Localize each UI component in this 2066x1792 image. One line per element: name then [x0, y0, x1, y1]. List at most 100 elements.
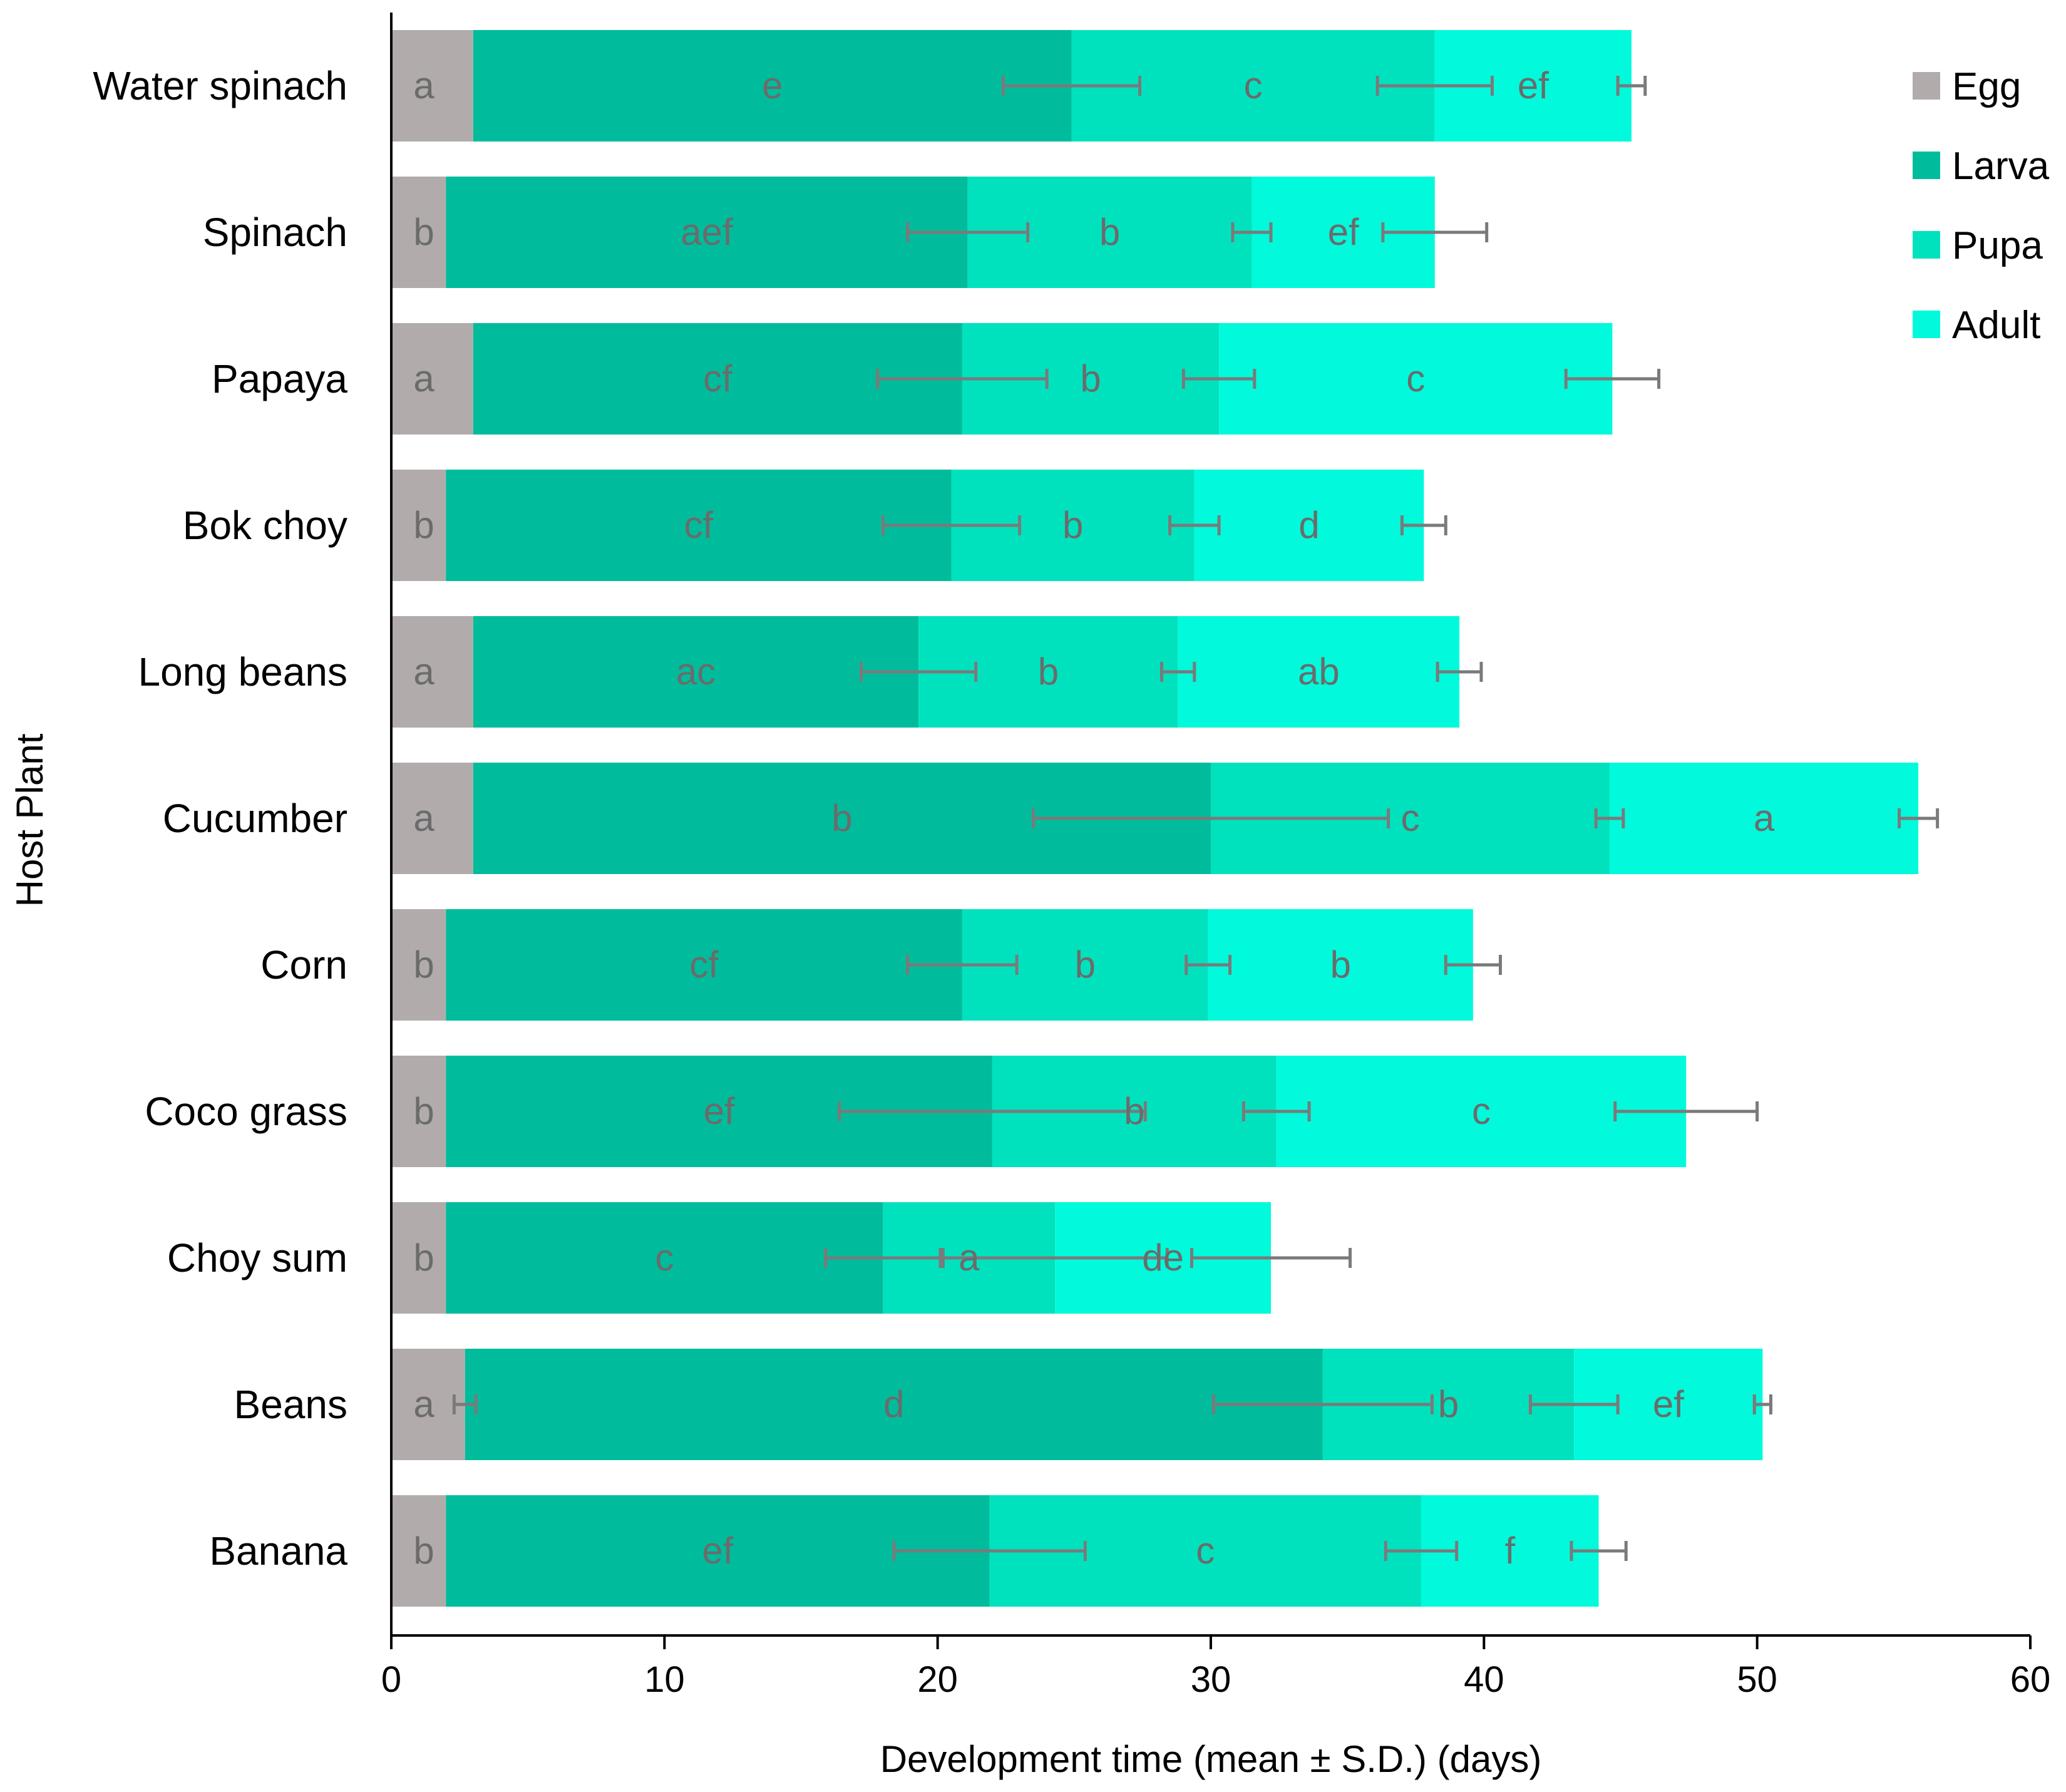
category-label-beans: Beans: [234, 1382, 347, 1427]
bars-layer: [391, 30, 1919, 1607]
letter-corn-adult: b: [1330, 944, 1351, 986]
letter-choy-sum-larva: c: [655, 1237, 674, 1279]
error-bar-beans-larva: [1211, 1394, 1434, 1414]
letter-corn-egg: b: [413, 944, 434, 986]
error-bar-coco-grass-pupa: [1241, 1101, 1311, 1121]
error-bar-corn-pupa: [1185, 955, 1232, 975]
category-label-water-spinach: Water spinach: [93, 63, 347, 108]
bar-long-beans-larva: [473, 616, 919, 728]
bar-spinach-larva: [446, 177, 968, 288]
letter-long-beans-larva: ac: [676, 651, 716, 693]
error-bar-water-spinach-larva: [1001, 76, 1142, 96]
error-bar-long-beans-larva: [859, 662, 978, 682]
letter-papaya-larva: cf: [703, 358, 732, 399]
letter-bok-choy-adult: d: [1298, 504, 1319, 546]
error-bar-bok-choy-pupa: [1168, 515, 1221, 535]
letter-spinach-adult: ef: [1328, 211, 1359, 253]
letter-long-beans-adult: ab: [1298, 651, 1340, 693]
error-bar-corn-larva: [906, 955, 1019, 975]
error-bar-banana-pupa: [1384, 1541, 1459, 1561]
letter-corn-larva: cf: [689, 944, 719, 986]
bar-bok-choy-larva: [446, 470, 952, 581]
error-bar-cucumber-pupa: [1594, 808, 1625, 828]
letter-bok-choy-larva: cf: [684, 504, 714, 546]
letter-water-spinach-egg: a: [413, 64, 434, 106]
x-tick-label-40: 40: [1464, 1659, 1504, 1700]
letter-long-beans-egg: a: [413, 651, 434, 693]
letter-banana-adult: f: [1504, 1530, 1515, 1572]
x-tick-label-50: 50: [1737, 1659, 1777, 1700]
bar-coco-grass-egg: [391, 1056, 446, 1167]
letter-bok-choy-pupa: b: [1062, 504, 1083, 546]
error-bar-cucumber-larva: [1031, 808, 1390, 828]
letter-beans-adult: ef: [1653, 1383, 1684, 1425]
category-label-papaya: Papaya: [212, 356, 347, 401]
y-axis-title: Host Plant: [9, 733, 51, 907]
significance-letters-layer: a e c efb aef b efa cf b cb cf b da ac b aba b c ab cf b bb ef…: [413, 64, 1775, 1572]
letter-long-beans-pupa: b: [1038, 651, 1059, 693]
error-bar-bok-choy-adult: [1400, 515, 1447, 535]
letter-choy-sum-pupa: a: [958, 1237, 980, 1279]
axes-layer: 0 10 20 30 40 50 60: [381, 13, 2050, 1700]
category-label-long-beans: Long beans: [138, 649, 347, 694]
x-tick-label-20: 20: [917, 1659, 958, 1700]
category-labels-layer: Water spinach Spinach Papaya Bok choy Long b…: [93, 63, 347, 1573]
x-tick-label-60: 60: [2010, 1659, 2051, 1700]
letter-coco-grass-egg: b: [413, 1090, 434, 1132]
letter-coco-grass-adult: c: [1472, 1090, 1491, 1132]
letter-water-spinach-adult: ef: [1518, 64, 1549, 106]
letter-spinach-larva: aef: [681, 211, 733, 253]
letter-spinach-pupa: b: [1099, 211, 1120, 253]
bar-bok-choy-egg: [391, 470, 446, 581]
letter-papaya-egg: a: [413, 358, 434, 399]
error-bar-spinach-pupa: [1231, 222, 1273, 242]
x-axis-title: Development time (mean ± S.D.) (days): [880, 1738, 1542, 1780]
bar-spinach-egg: [391, 177, 446, 288]
legend: Egg Larva Pupa Adult: [1913, 65, 2050, 347]
error-bar-coco-grass-adult: [1613, 1101, 1759, 1121]
legend-label-egg: Egg: [1952, 65, 2021, 108]
bar-long-beans-egg: [391, 616, 473, 728]
error-bar-choy-sum-larva: [824, 1248, 942, 1268]
legend-swatch-adult: [1913, 311, 1940, 338]
letter-banana-pupa: c: [1196, 1530, 1215, 1572]
x-tick-label-30: 30: [1191, 1659, 1231, 1700]
letter-corn-pupa: b: [1075, 944, 1096, 986]
letter-spinach-egg: b: [413, 211, 434, 253]
bar-banana-egg: [391, 1495, 446, 1607]
letter-coco-grass-larva: ef: [704, 1090, 735, 1132]
error-bar-bok-choy-larva: [881, 515, 1022, 535]
letter-banana-egg: b: [413, 1530, 434, 1572]
letter-water-spinach-pupa: c: [1244, 64, 1263, 106]
error-bar-beans-egg: [452, 1394, 478, 1414]
letter-water-spinach-larva: e: [762, 64, 783, 106]
error-bar-spinach-larva: [906, 222, 1030, 242]
category-label-bok-choy: Bok choy: [183, 503, 347, 548]
error-bar-spinach-adult: [1381, 222, 1489, 242]
letter-papaya-adult: c: [1406, 358, 1425, 399]
letter-choy-sum-egg: b: [413, 1237, 434, 1279]
letter-beans-egg: a: [413, 1383, 434, 1425]
error-bar-choy-sum-pupa: [941, 1248, 1169, 1268]
category-label-coco-grass: Coco grass: [145, 1089, 347, 1134]
letter-coco-grass-pupa: b: [1124, 1090, 1144, 1132]
error-bar-water-spinach-pupa: [1375, 76, 1494, 96]
bar-choy-sum-egg: [391, 1202, 446, 1314]
bar-cucumber-egg: [391, 763, 473, 874]
category-label-choy-sum: Choy sum: [167, 1235, 347, 1280]
category-label-spinach: Spinach: [203, 210, 347, 255]
error-bar-long-beans-pupa: [1159, 662, 1196, 682]
x-tick-label-10: 10: [644, 1659, 685, 1700]
letter-cucumber-adult: a: [1754, 797, 1775, 839]
letter-bok-choy-egg: b: [413, 504, 434, 546]
category-label-corn: Corn: [260, 942, 347, 987]
letter-choy-sum-adult: de: [1142, 1237, 1184, 1279]
error-bar-corn-adult: [1444, 955, 1503, 975]
bar-water-spinach-egg: [391, 30, 473, 142]
error-bar-long-beans-adult: [1436, 662, 1483, 682]
letter-banana-larva: ef: [702, 1530, 733, 1572]
letter-cucumber-larva: b: [831, 797, 852, 839]
legend-swatch-egg: [1913, 72, 1940, 100]
category-label-cucumber: Cucumber: [163, 796, 347, 841]
letter-beans-larva: d: [883, 1383, 904, 1425]
